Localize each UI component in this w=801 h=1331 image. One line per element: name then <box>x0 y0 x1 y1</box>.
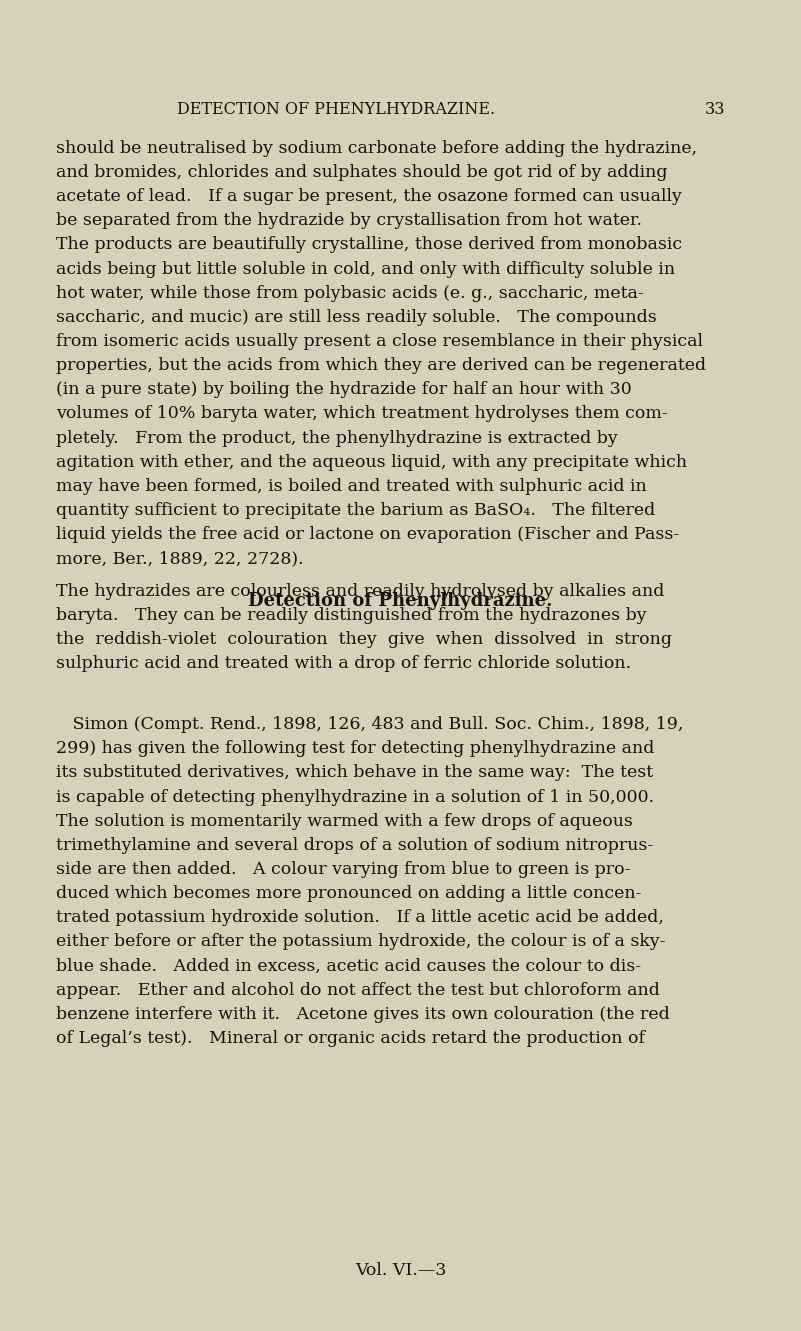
Text: 33: 33 <box>705 101 726 118</box>
Text: should be neutralised by sodium carbonate before adding the hydrazine,
and bromi: should be neutralised by sodium carbonat… <box>56 140 706 567</box>
Text: Vol. VI.—3: Vol. VI.—3 <box>355 1262 446 1279</box>
Text: DETECTION OF PHENYLHYDRAZINE.: DETECTION OF PHENYLHYDRAZINE. <box>177 101 496 118</box>
Text: The hydrazides are colourless and readily hydrolysed by alkalies and
baryta.   T: The hydrazides are colourless and readil… <box>56 583 672 672</box>
Text: Detection of Phenylhydrazine.: Detection of Phenylhydrazine. <box>248 592 553 611</box>
Text: Simon (Compt. Rend., 1898, 126, 483 and Bull. Soc. Chim., 1898, 19,
299) has giv: Simon (Compt. Rend., 1898, 126, 483 and … <box>56 716 683 1047</box>
